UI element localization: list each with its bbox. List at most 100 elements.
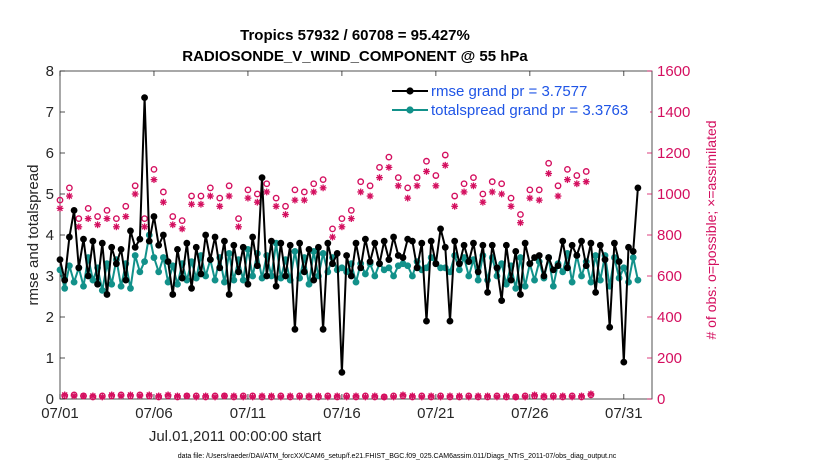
obs-assimilated-point [277, 393, 285, 401]
obs-assimilated-point [221, 392, 228, 400]
totalspread-point [620, 264, 628, 272]
obs-assimilated-point [474, 392, 482, 400]
x-tick-label: 07/26 [511, 405, 549, 422]
obs-assimilated-point [582, 178, 590, 186]
obs-assimilated-point [366, 192, 374, 200]
left-y-axis-label: rmse and totalspread [25, 165, 42, 306]
obs-possible-point [169, 213, 177, 220]
obs-assimilated-point [103, 215, 111, 222]
rmse-point [310, 276, 318, 284]
rmse-point [573, 252, 581, 259]
rmse-point [343, 252, 351, 259]
totalspread-point [465, 272, 473, 280]
obs-assimilated-point [512, 393, 520, 401]
totalspread-point [169, 262, 177, 270]
rmse-point [390, 233, 397, 241]
totalspread-point [592, 252, 600, 259]
rmse-point [432, 260, 440, 268]
rmse-point [117, 245, 125, 253]
rmse-point [441, 243, 449, 251]
obs-assimilated-point [145, 391, 153, 399]
obs-assimilated-point [470, 182, 477, 190]
rmse-point [366, 258, 374, 266]
totalspread-point [108, 280, 116, 288]
obs-possible-point [423, 157, 430, 165]
totalspread-point [141, 258, 148, 266]
obs-possible-point [329, 225, 336, 233]
rmse-point [347, 272, 355, 280]
rmse-point [150, 213, 158, 220]
obs-assimilated-point [455, 392, 463, 400]
totalspread-point [517, 254, 524, 261]
rmse-point [517, 291, 524, 298]
obs-assimilated-point [75, 223, 83, 231]
obs-assimilated-point [568, 393, 576, 401]
rmse-point [235, 268, 242, 276]
rmse-point [498, 297, 506, 304]
x-tick-label: 07/01 [41, 405, 79, 422]
rmse-point [253, 262, 261, 270]
obs-assimilated-point [80, 392, 87, 400]
x-tick-label: 07/16 [323, 405, 361, 422]
obs-assimilated-point [178, 225, 186, 233]
totalspread-point [455, 266, 463, 274]
rmse-point [211, 233, 219, 241]
totalspread-point [385, 264, 393, 272]
obs-assimilated-point [56, 204, 64, 212]
rmse-point [601, 256, 609, 263]
rmse-point [230, 241, 238, 249]
x-axis-ticks: 07/01 07/06 07/11 07/16 07/21 07/26 07/31 [41, 71, 643, 422]
obs-assimilated-point [394, 182, 402, 190]
rmse-point [437, 225, 444, 233]
obs-assimilated-point [390, 393, 397, 401]
rmse-point [268, 237, 275, 245]
rmse-point [84, 272, 92, 280]
obs-possible-point [206, 184, 214, 192]
obs-possible-point [573, 172, 581, 179]
totalspread-point [474, 276, 482, 284]
totalspread-point [136, 268, 144, 276]
obs-assimilated-point [507, 202, 515, 210]
right-tick-label: 200 [657, 350, 682, 367]
totalspread-point [587, 278, 595, 286]
obs-possible-point [272, 194, 280, 202]
rmse-point [282, 272, 289, 280]
obs-assimilated-point [253, 198, 261, 206]
rmse-point [75, 264, 83, 272]
chart-title-line2: RADIOSONDE_V_WIND_COMPONENT @ 55 hPa [182, 48, 528, 65]
right-tick-label: 1000 [657, 186, 690, 203]
obs-possible-point [507, 194, 515, 202]
rmse-point [361, 235, 369, 243]
totalspread-point [159, 254, 167, 261]
rmse-point [221, 237, 228, 245]
right-axis-ticks: 0 200 400 600 800 1000 1200 1400 1600 [647, 63, 690, 408]
obs-assimilated-point [244, 194, 252, 202]
totalspread-point [549, 282, 557, 290]
rmse-point [61, 276, 69, 284]
rmse-point [103, 291, 111, 298]
totalspread-point [239, 276, 247, 284]
rmse-point [465, 258, 473, 266]
rmse-point [592, 289, 600, 296]
obs-assimilated-point [249, 393, 257, 401]
rmse-point [159, 231, 167, 239]
right-tick-label: 1600 [657, 63, 690, 80]
obs-assimilated-point [399, 391, 407, 399]
rmse-point [188, 284, 195, 292]
left-axis-ticks: 0 1 2 3 4 5 6 7 8 [46, 63, 65, 408]
rmse-point [225, 291, 233, 298]
obs-assimilated-point [427, 392, 435, 400]
obs-possible-point [112, 215, 120, 223]
obs-assimilated-point [408, 392, 416, 400]
rmse-point [554, 262, 562, 270]
rmse-point [625, 243, 632, 251]
obs-possible-point [535, 186, 543, 194]
obs-assimilated-point [272, 202, 280, 210]
obs-assimilated-point [291, 196, 299, 204]
obs-assimilated-point [493, 393, 501, 401]
rmse-point [174, 245, 181, 253]
obs-possible-point [404, 184, 412, 192]
obs-assimilated-point [192, 393, 200, 401]
rmse-point [112, 260, 120, 268]
